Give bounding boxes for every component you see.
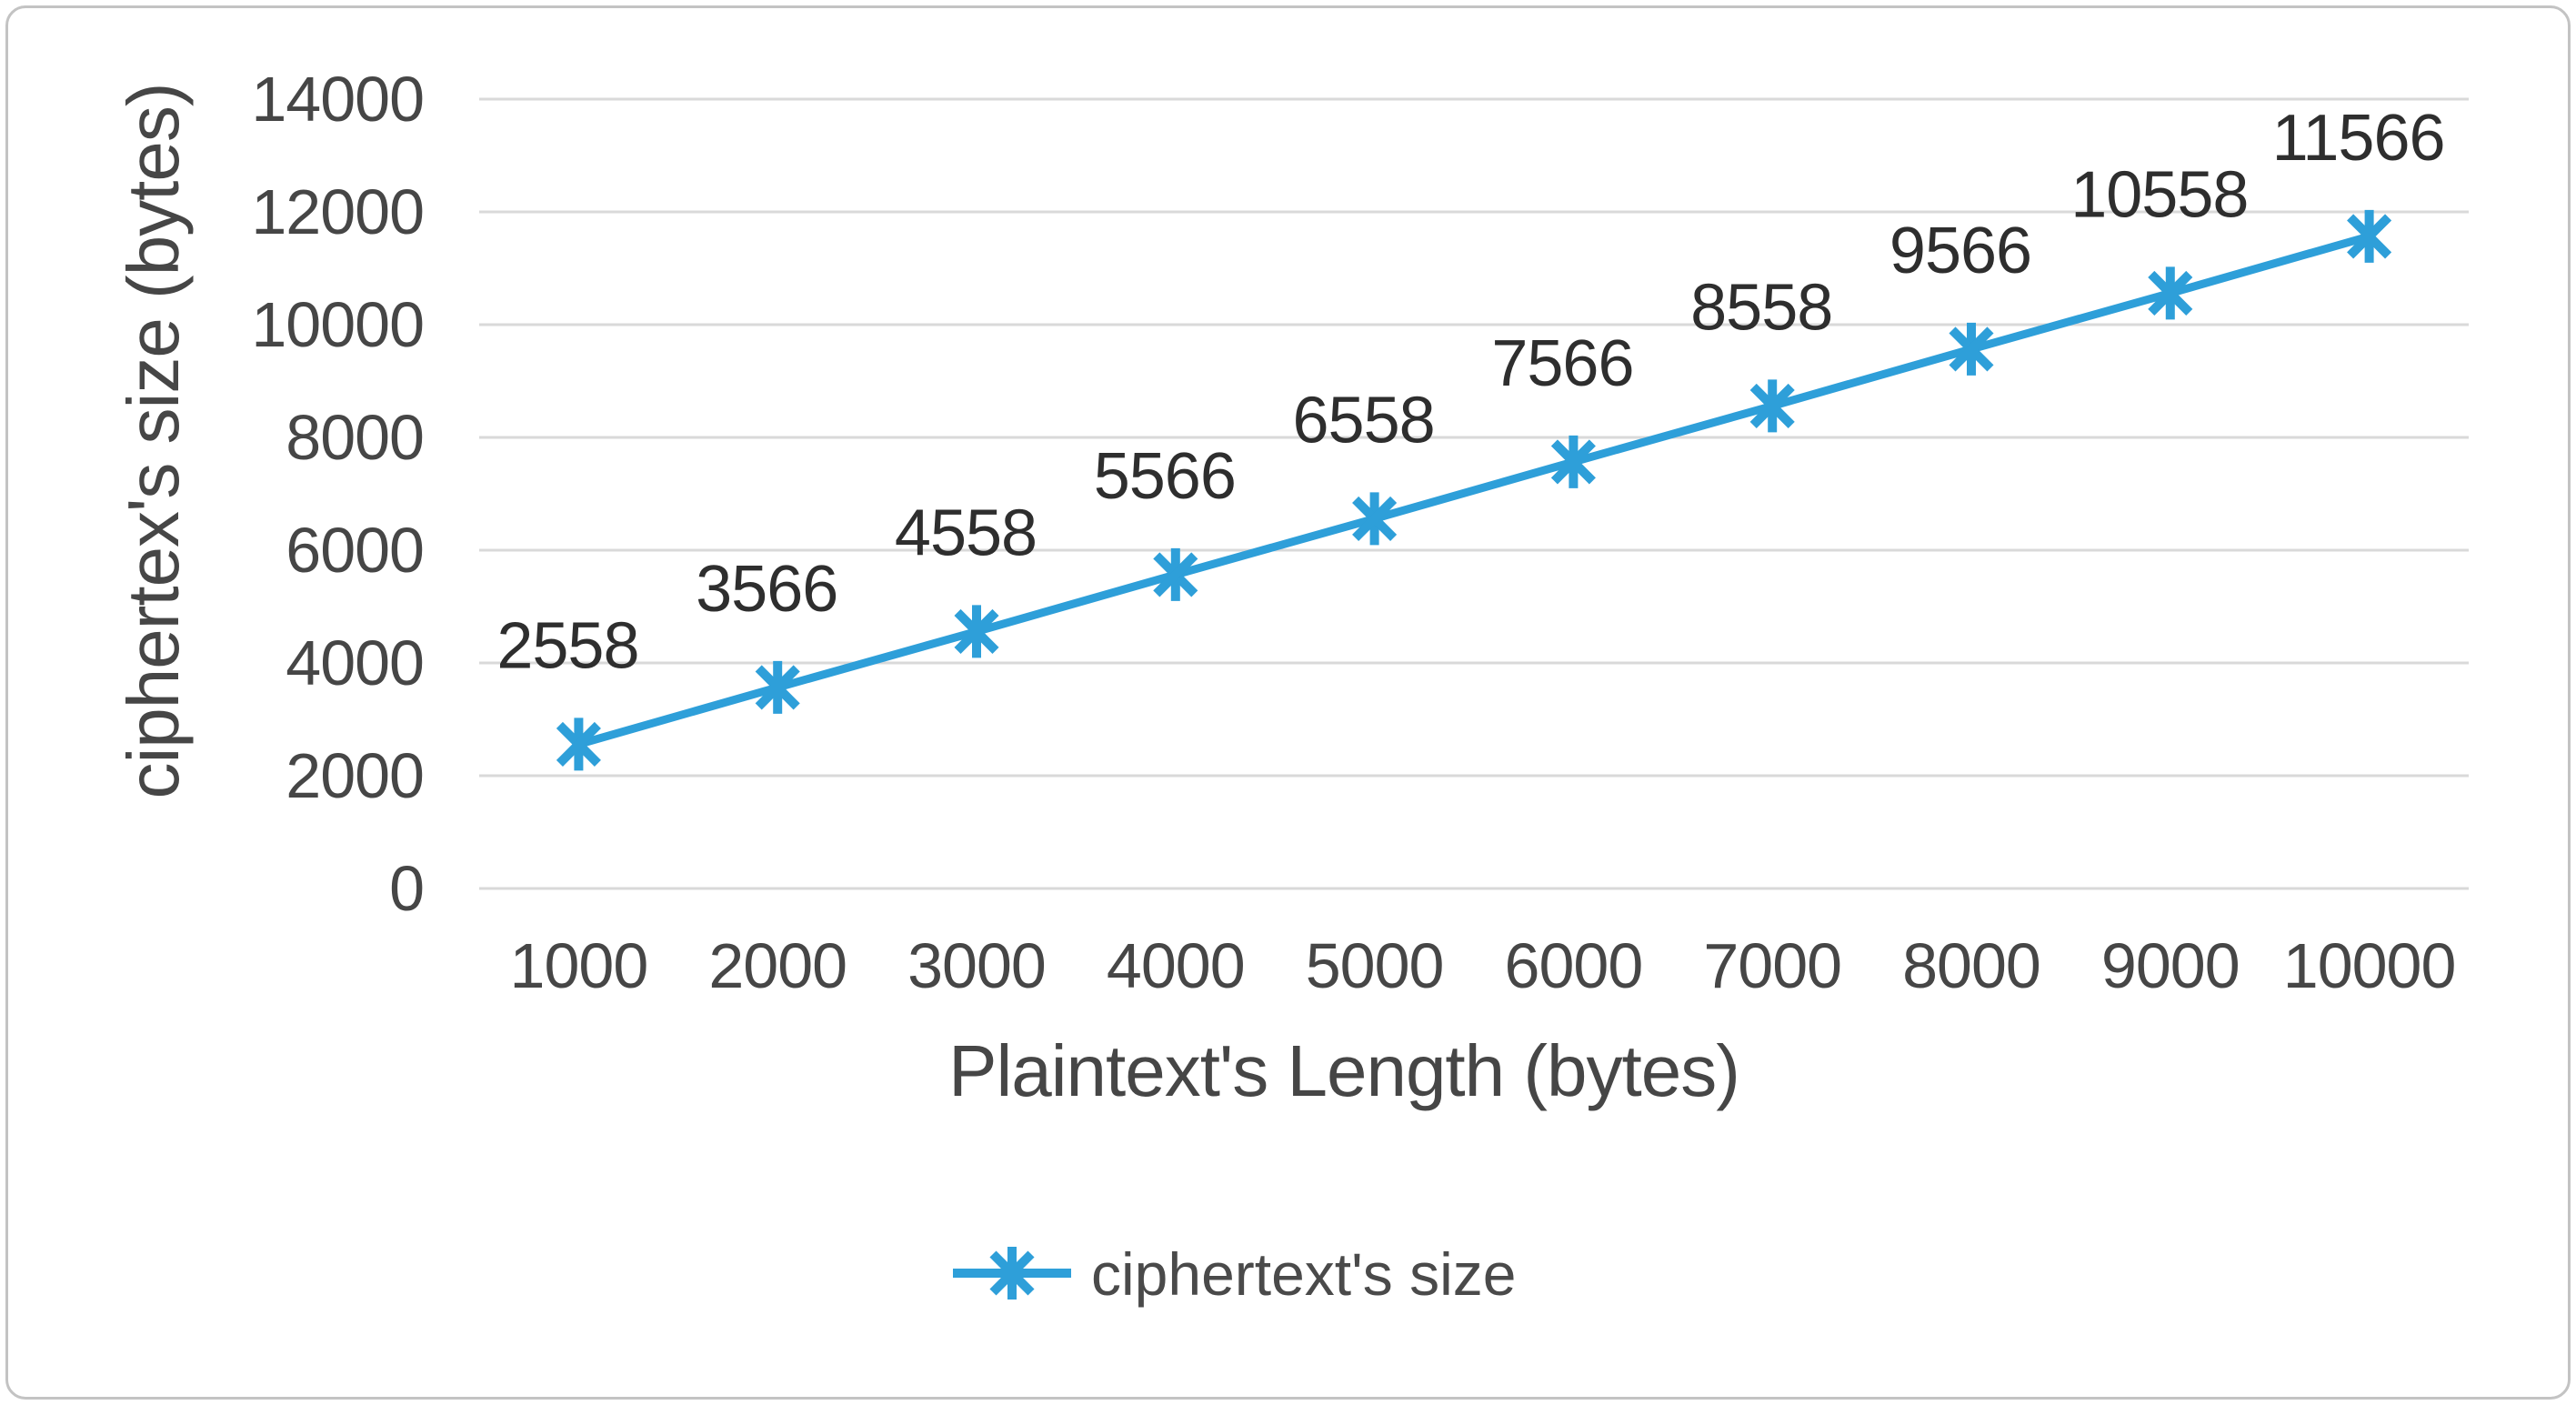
y-tick-label: 4000 — [286, 627, 424, 698]
y-tick-label: 8000 — [286, 402, 424, 473]
data-point-marker — [2148, 266, 2193, 320]
x-tick-label: 1000 — [510, 930, 648, 1001]
data-point-marker — [1153, 547, 1198, 601]
data-label: 2558 — [496, 609, 638, 682]
x-tick-label: 7000 — [1703, 930, 1841, 1001]
marker-spoke — [1949, 326, 1994, 372]
data-label: 7566 — [1491, 327, 1633, 400]
x-tick-label: 3000 — [907, 930, 1046, 1001]
x-axis-title: Plaintext's Length (bytes) — [948, 1030, 1739, 1111]
marker-spoke — [1749, 383, 1795, 428]
marker-spoke — [556, 721, 601, 767]
data-label: 8558 — [1690, 271, 1832, 344]
x-tick-label: 10000 — [2283, 930, 2456, 1001]
marker-spoke — [2148, 270, 2193, 316]
gridlines — [479, 97, 2469, 890]
x-axis-tick-labels: 1000 2000 3000 4000 5000 6000 7000 8000 9000 1000… — [510, 930, 2457, 1001]
data-point-marker — [755, 660, 800, 714]
figure-border — [5, 5, 2571, 1400]
y-tick-label: 14000 — [251, 64, 424, 135]
data-point-marker — [989, 1247, 1035, 1300]
series-line — [577, 232, 2371, 748]
marker-spoke — [989, 1250, 1035, 1296]
y-tick-label: 10000 — [251, 289, 424, 360]
data-point-marker — [1749, 379, 1795, 433]
data-label: 4558 — [895, 497, 1037, 569]
marker-spoke — [1153, 552, 1198, 597]
y-tick-label: 6000 — [286, 515, 424, 586]
y-tick-label: 0 — [389, 853, 424, 924]
data-point-markers — [556, 209, 2392, 771]
y-axis-title: ciphertex's size (bytes) — [113, 83, 194, 798]
data-point-marker — [556, 718, 601, 771]
legend: ciphertext's size — [953, 1240, 1516, 1308]
data-point-marker — [1550, 435, 1596, 488]
data-label: 9566 — [1889, 215, 2031, 287]
y-tick-label: 12000 — [251, 176, 424, 247]
data-label: 10558 — [2070, 158, 2248, 231]
data-labels: 2558 3566 4558 5566 6558 7566 8558 9566 10558 115… — [496, 102, 2445, 682]
data-point-marker — [1949, 322, 1994, 376]
marker-spoke — [1352, 496, 1398, 541]
x-tick-label: 6000 — [1505, 930, 1643, 1001]
data-label: 6558 — [1293, 384, 1435, 457]
data-label: 11566 — [2272, 102, 2445, 175]
marker-spoke — [1550, 439, 1596, 485]
data-point-marker — [1352, 492, 1398, 546]
data-point-marker — [2347, 209, 2392, 263]
marker-spoke — [954, 608, 999, 654]
x-tick-label: 8000 — [1902, 930, 2040, 1001]
legend-label: ciphertext's size — [1091, 1240, 1516, 1308]
marker-spoke — [755, 665, 800, 710]
x-tick-label: 4000 — [1107, 930, 1245, 1001]
y-axis-tick-labels: 0 2000 4000 6000 8000 10000 12000 14000 — [251, 64, 425, 924]
marker-spoke — [2347, 214, 2392, 259]
data-point-marker — [954, 605, 999, 658]
data-label: 5566 — [1094, 440, 1236, 513]
y-tick-label: 2000 — [286, 740, 424, 811]
x-tick-label: 9000 — [2101, 930, 2240, 1001]
x-tick-label: 2000 — [708, 930, 847, 1001]
x-tick-label: 5000 — [1306, 930, 1444, 1001]
data-label: 3566 — [696, 553, 837, 626]
